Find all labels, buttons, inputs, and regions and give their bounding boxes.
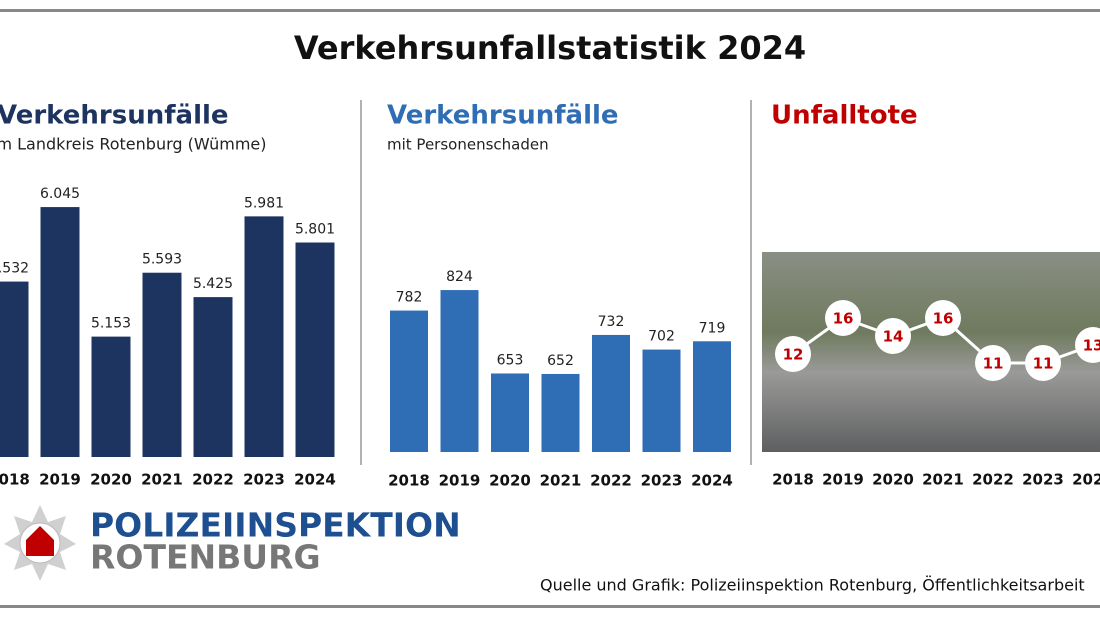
x-tick-label: 2019 xyxy=(822,471,864,489)
value-label: 653 xyxy=(497,352,524,368)
point xyxy=(875,318,911,354)
bar xyxy=(91,336,131,457)
bar xyxy=(193,297,233,457)
x-tick-label: 2019 xyxy=(439,472,481,490)
bar xyxy=(642,349,681,452)
value-label: 5.981 xyxy=(244,195,284,211)
value-label: 5.425 xyxy=(193,276,233,292)
x-tick-label: 2020 xyxy=(489,472,531,490)
value-label: 652 xyxy=(547,353,574,369)
panel-title: Verkehrsunfälle xyxy=(0,101,229,131)
bar xyxy=(440,290,479,452)
x-tick-label: 2024 xyxy=(1072,471,1100,489)
bottom-border xyxy=(0,605,1100,608)
x-tick-label: 2023 xyxy=(243,471,285,489)
value-label: 824 xyxy=(446,269,473,285)
x-tick-label: 2022 xyxy=(590,472,632,490)
point xyxy=(775,336,811,372)
value-label: 14 xyxy=(883,328,904,346)
bar xyxy=(0,281,29,457)
page-title: Verkehrsunfallstatistik 2024 xyxy=(294,29,806,67)
logo-line1: POLIZEIINSPEKTION xyxy=(90,506,461,545)
value-label: 5.532 xyxy=(0,261,29,277)
value-label: 5.801 xyxy=(295,222,335,238)
point xyxy=(825,300,861,336)
panel-subtitle: im Landkreis Rotenburg (Wümme) xyxy=(0,135,267,154)
x-tick-label: 2024 xyxy=(691,472,733,490)
point xyxy=(1025,345,1061,381)
point xyxy=(925,300,961,336)
value-label: 12 xyxy=(783,346,804,364)
value-label: 16 xyxy=(933,310,954,328)
bar xyxy=(541,373,580,452)
x-tick-label: 2021 xyxy=(540,472,582,490)
value-label: 16 xyxy=(833,310,854,328)
x-tick-label: 2023 xyxy=(1022,471,1064,489)
x-tick-label: 2022 xyxy=(972,471,1014,489)
x-tick-label: 2018 xyxy=(388,472,430,490)
top-border xyxy=(0,9,1100,12)
panel-title: Unfalltote xyxy=(771,101,918,131)
value-label: 5.153 xyxy=(91,316,131,332)
point xyxy=(1075,327,1100,363)
bar xyxy=(40,207,80,457)
value-label: 5.593 xyxy=(142,252,182,268)
value-label: 11 xyxy=(983,355,1004,373)
x-tick-label: 2022 xyxy=(192,471,234,489)
value-label: 732 xyxy=(598,314,625,330)
bar xyxy=(491,373,529,452)
panel-subtitle: mit Personenschaden xyxy=(387,136,549,154)
value-label: 782 xyxy=(396,290,423,306)
x-tick-label: 2021 xyxy=(922,471,964,489)
x-tick-label: 2024 xyxy=(294,471,336,489)
x-tick-label: 2023 xyxy=(641,472,683,490)
x-tick-label: 2019 xyxy=(39,471,81,489)
police-star xyxy=(4,505,76,581)
bar xyxy=(142,272,182,457)
bar xyxy=(693,341,731,452)
value-label: 702 xyxy=(648,329,675,345)
x-tick-label: 2018 xyxy=(0,471,30,489)
value-label: 11 xyxy=(1033,355,1054,373)
panel-title: Verkehrsunfälle xyxy=(387,101,619,131)
logo-line2: ROTENBURG xyxy=(90,538,321,577)
x-tick-label: 2020 xyxy=(872,471,914,489)
source-note: Quelle und Grafik: Polizeiinspektion Rot… xyxy=(540,576,1085,595)
bar xyxy=(244,216,284,457)
x-tick-label: 2018 xyxy=(772,471,814,489)
x-tick-label: 2020 xyxy=(90,471,132,489)
point xyxy=(975,345,1011,381)
value-label: 13 xyxy=(1083,337,1100,355)
value-label: 6.045 xyxy=(40,186,80,202)
x-tick-label: 2021 xyxy=(141,471,183,489)
bar xyxy=(390,310,428,452)
bar xyxy=(592,334,630,452)
bar xyxy=(295,242,335,457)
value-label: 719 xyxy=(699,320,726,336)
